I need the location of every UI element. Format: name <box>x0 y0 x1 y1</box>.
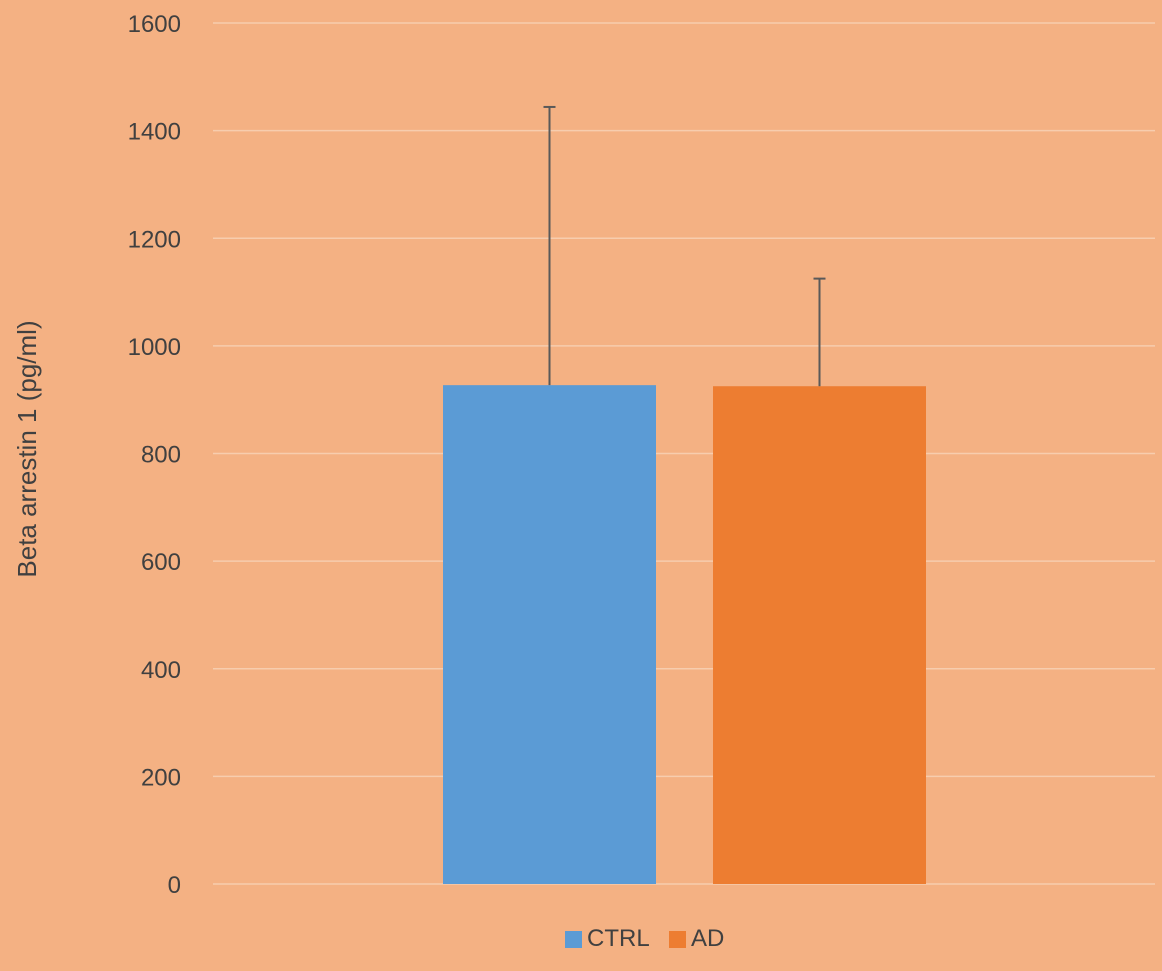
error-bars <box>543 105 826 387</box>
y-tick-label: 1600 <box>128 11 181 38</box>
bar-ctrl <box>443 385 656 884</box>
legend-swatch-ctrl <box>565 931 582 948</box>
y-tick-label: 400 <box>141 657 181 684</box>
legend: CTRL AD <box>565 925 724 952</box>
y-axis-label: Beta arrestin 1 (pg/ml) <box>12 320 42 577</box>
y-axis-ticks: 0 200 400 600 800 1000 1200 1400 1600 <box>128 11 181 899</box>
legend-label-ad: AD <box>691 925 724 952</box>
y-tick-label: 1200 <box>128 226 181 253</box>
legend-swatch-ad <box>669 931 686 948</box>
y-tick-label: 0 <box>168 872 181 899</box>
y-tick-label: 200 <box>141 764 181 791</box>
y-tick-label: 600 <box>141 549 181 576</box>
y-tick-label: 1400 <box>128 119 181 146</box>
bars <box>443 385 926 884</box>
legend-label-ctrl: CTRL <box>587 925 650 952</box>
bar-ad <box>713 386 926 884</box>
y-tick-label: 1000 <box>128 334 181 361</box>
y-tick-label: 800 <box>141 442 181 469</box>
gridlines <box>213 22 1155 885</box>
